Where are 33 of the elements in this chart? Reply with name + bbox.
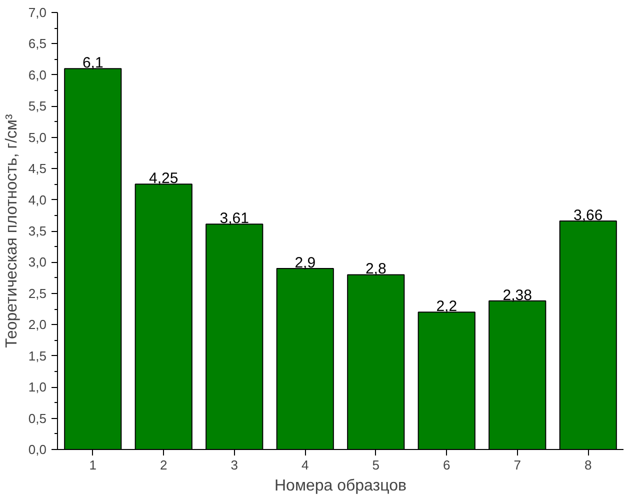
y-tick-label: 2,0 — [28, 317, 47, 332]
x-tick-label: 6 — [443, 458, 450, 472]
y-tick-label: 0,5 — [28, 410, 47, 426]
y-tick-label: 1,5 — [28, 348, 47, 364]
data-label: 3,61 — [220, 210, 249, 228]
y-tick-label: 4,0 — [28, 192, 47, 208]
x-tick-label: 8 — [584, 458, 592, 472]
y-tick-label: 1,0 — [28, 380, 47, 395]
y-tick-label: 3,0 — [28, 254, 47, 270]
y-tick-label: 6,0 — [28, 67, 47, 82]
y-tick-label: 2,5 — [28, 286, 47, 301]
x-tick-label: 4 — [302, 458, 309, 472]
x-tick-label: 7 — [514, 458, 521, 472]
y-tick-label: 7,0 — [28, 5, 47, 20]
data-label: 2,8 — [365, 260, 386, 278]
x-tick-label: 1 — [89, 458, 96, 472]
data-label: 3,66 — [574, 207, 603, 224]
y-tick-label: 4,5 — [28, 161, 47, 176]
data-label: 2,38 — [502, 286, 532, 304]
y-tick-label: 3,5 — [28, 224, 47, 238]
y-axis-title: Теоретическая плотность, г/см³ — [3, 113, 20, 348]
data-label: 2,2 — [436, 298, 458, 316]
x-tick-label: 2 — [160, 458, 168, 472]
x-axis-title: Номера образцов — [274, 478, 407, 494]
data-label: 4,25 — [149, 170, 178, 188]
x-tick-label: 3 — [230, 458, 238, 472]
data-label: 6,1 — [82, 54, 104, 72]
x-tick-label: 5 — [372, 458, 380, 472]
y-tick-label: 5,5 — [28, 98, 47, 114]
y-tick-label: 5,0 — [28, 130, 47, 145]
y-tick-label: 0,0 — [28, 442, 47, 457]
y-tick-label: 6,5 — [28, 36, 47, 52]
data-label: 2,9 — [294, 254, 316, 272]
